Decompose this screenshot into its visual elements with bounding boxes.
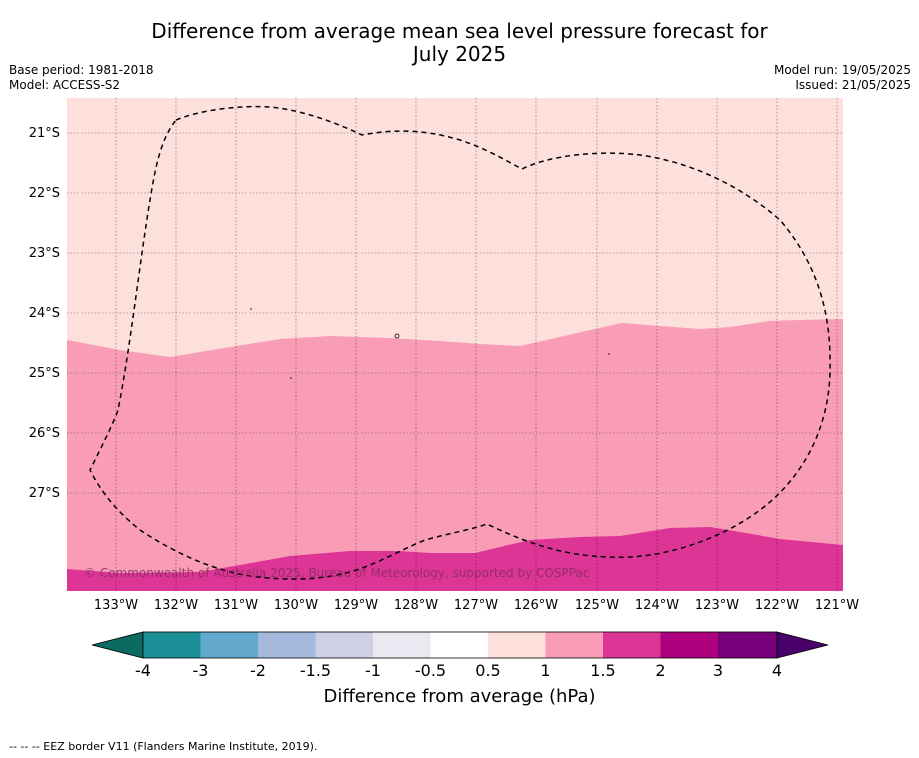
lon-label-124w: 124°W (634, 598, 680, 613)
colorbar-tick: 4 (771, 661, 783, 680)
copyright-text: © Commonwealth of Australia 2025, Bureau… (84, 566, 589, 580)
lon-label-122w: 122°W (754, 598, 800, 613)
colorbar-seg-7 (488, 632, 546, 658)
issued-date: Issued: 21/05/2025 (795, 78, 911, 92)
eez-footnote: -- -- -- EEZ border V11 (Flanders Marine… (9, 740, 318, 753)
colorbar-seg-10 (660, 632, 718, 658)
map-title-line1: Difference from average mean sea level p… (151, 19, 768, 43)
lon-label-123w: 123°W (694, 598, 740, 613)
lat-label-22s: 22°S (28, 186, 60, 201)
graticule (67, 98, 843, 591)
eez-border (89, 105, 831, 580)
colorbar-tick: 1 (540, 661, 551, 680)
map-title-line2: July 2025 (412, 42, 507, 66)
lon-label-132w: 132°W (153, 598, 199, 613)
lon-label-126w: 126°W (513, 598, 559, 613)
lat-label-27s: 27°S (28, 486, 60, 501)
lon-label-128w: 128°W (393, 598, 439, 613)
base-period: Base period: 1981-2018 (9, 63, 154, 77)
lon-label-130w: 130°W (273, 598, 319, 613)
isobar-islets (250, 308, 610, 379)
colorbar-seg-2 (200, 632, 258, 658)
colorbar-over-arrow (776, 631, 829, 659)
lon-label-129w: 129°W (333, 598, 379, 613)
colorbar-seg-6 (430, 632, 488, 658)
colorbar-tick: 3 (712, 661, 724, 680)
colorbar-seg-4 (315, 632, 373, 658)
lat-label-23s: 23°S (28, 246, 60, 261)
lon-label-127w: 127°W (453, 598, 499, 613)
lat-label-21s: 21°S (28, 126, 60, 141)
colorbar-tick: 2 (655, 661, 666, 680)
lon-label-133w: 133°W (93, 598, 139, 613)
colorbar (91, 631, 829, 659)
lat-label-24s: 24°S (28, 306, 60, 321)
model-run: Model run: 19/05/2025 (773, 63, 911, 77)
colorbar-seg-1 (143, 632, 201, 658)
colorbar-tick: -4 (135, 661, 151, 680)
colorbar-label: Difference from average (hPa) (323, 686, 596, 707)
colorbar-seg-5 (373, 632, 431, 658)
colorbar-under-arrow (91, 631, 144, 659)
colorbar-tick: -1 (365, 661, 381, 680)
band-1-to-1-5 (67, 319, 843, 591)
lon-label-131w: 131°W (213, 598, 259, 613)
band-1-5-to-2 (67, 527, 843, 591)
colorbar-tick: 0.5 (475, 661, 501, 680)
colorbar-seg-8 (545, 632, 603, 658)
lat-label-25s: 25°S (28, 366, 60, 381)
colorbar-seg-3 (258, 632, 316, 658)
colorbar-tick: 1.5 (590, 661, 616, 680)
colorbar-frame (142, 631, 778, 659)
lat-label-26s: 26°S (28, 426, 60, 441)
colorbar-tick: -3 (192, 661, 209, 680)
colorbar-seg-11 (718, 632, 777, 658)
model-name: Model: ACCESS-S2 (9, 78, 121, 92)
colorbar-seg-9 (603, 632, 661, 658)
colorbar-tick: -0.5 (414, 661, 447, 680)
colorbar-tick: -2 (250, 661, 266, 680)
lon-label-121w: 121°W (814, 598, 860, 613)
lon-label-125w: 125°W (574, 598, 620, 613)
colorbar-tick: -1.5 (299, 661, 332, 680)
